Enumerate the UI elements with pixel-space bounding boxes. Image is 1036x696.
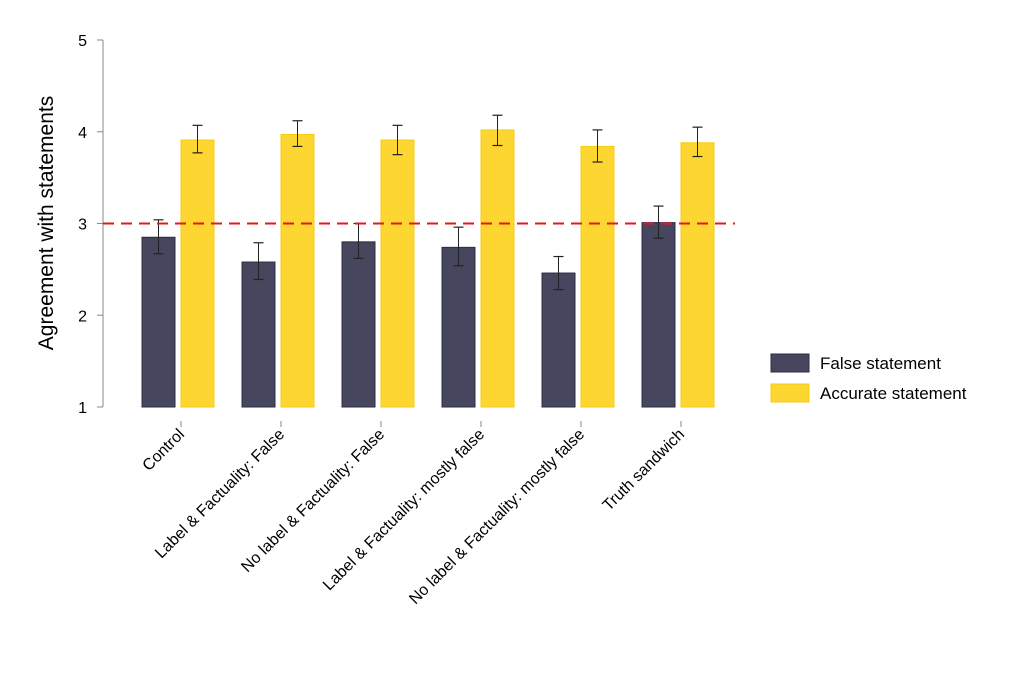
bar-accurate-statement	[380, 139, 415, 408]
bar-accurate-statement	[280, 134, 315, 408]
bar-false-statement	[441, 246, 476, 408]
legend-label: False statement	[820, 354, 941, 373]
y-tick-label: 3	[78, 217, 87, 234]
bar-false-statement	[341, 241, 376, 408]
bar-false-statement	[541, 272, 576, 408]
bar-false-statement	[641, 222, 676, 408]
bar-accurate-statement	[180, 139, 215, 408]
bar-false-statement	[141, 236, 176, 408]
legend-label: Accurate statement	[820, 384, 967, 403]
x-tick-label: Label & Factuality: mostly false	[320, 426, 488, 594]
y-axis-label: Agreement with statements	[35, 96, 58, 350]
legend-swatch	[770, 383, 810, 403]
bar-accurate-statement	[680, 142, 715, 408]
x-tick-label: No label & Factuality: mostly false	[406, 426, 588, 608]
x-tick-label: Truth sandwich	[600, 426, 688, 514]
legend-swatch	[770, 353, 810, 373]
bar-accurate-statement	[580, 145, 615, 408]
x-tick-label: Control	[140, 426, 188, 474]
bar-false-statement	[241, 261, 276, 408]
y-tick-label: 4	[78, 125, 87, 142]
bar-accurate-statement	[480, 129, 515, 408]
y-tick-label: 1	[78, 400, 87, 417]
legend: False statement Accurate statement	[770, 353, 967, 403]
y-tick-label: 2	[78, 308, 87, 325]
y-tick-label: 5	[78, 33, 87, 50]
